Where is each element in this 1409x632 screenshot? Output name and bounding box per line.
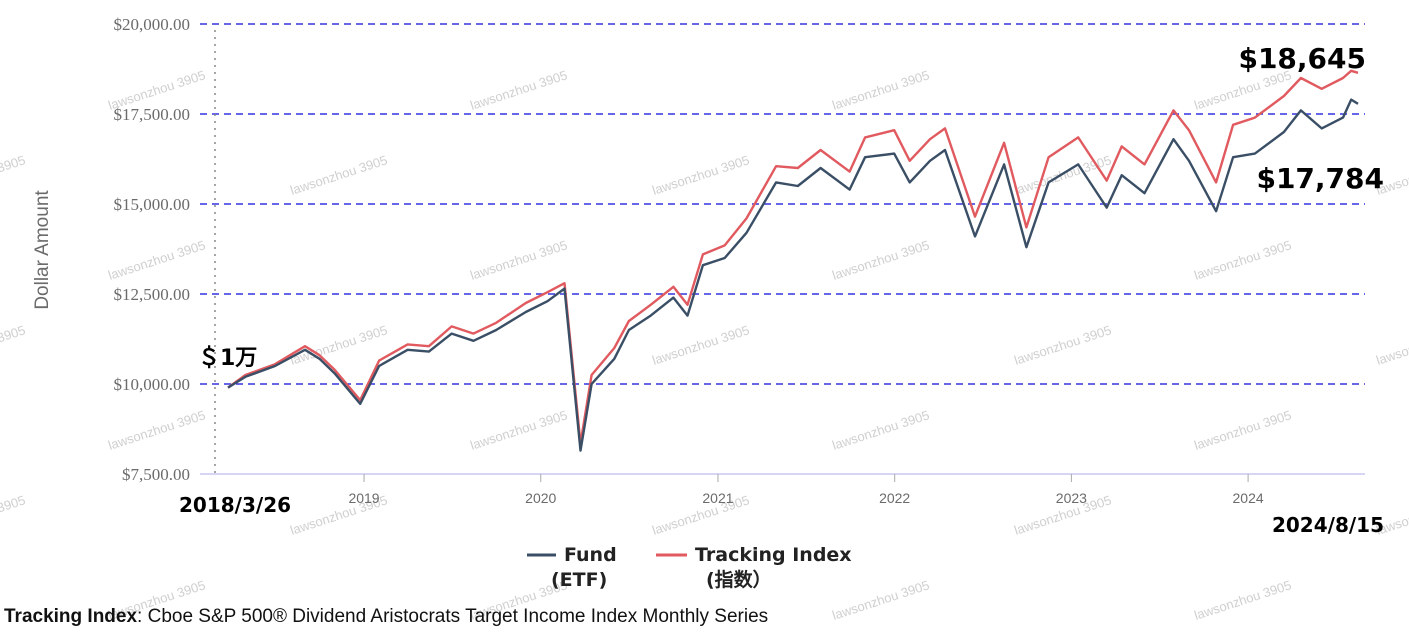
x-tick-label: 2022 bbox=[879, 490, 910, 506]
watermark-text: lawsonzhou 3905 bbox=[0, 492, 27, 538]
watermark-text: lawsonzhou 3905 bbox=[468, 237, 569, 283]
watermark-text: lawsonzhou 3905 bbox=[830, 67, 931, 113]
y-axis-label: Dollar Amount bbox=[32, 190, 53, 310]
fund-end-value-annotation: $17,784 bbox=[1256, 162, 1384, 195]
y-tick-label: $7,500.00 bbox=[122, 465, 190, 484]
legend-index-label: Tracking Index bbox=[695, 544, 852, 566]
x-tick-label: 2021 bbox=[702, 490, 733, 506]
y-tick-label: $12,500.00 bbox=[114, 285, 191, 304]
x-tick-label: 2024 bbox=[1233, 490, 1264, 506]
start-date-annotation: 2018/3/26 bbox=[179, 493, 291, 517]
watermark-text: lawsonzhou 3905 bbox=[288, 322, 389, 368]
watermark-text: lawsonzhou 3905 bbox=[468, 407, 569, 453]
y-tick-label: $17,500.00 bbox=[114, 105, 191, 124]
watermark-text: lawsonzhou 3905 bbox=[650, 492, 751, 538]
x-tick-label: 2019 bbox=[348, 490, 379, 506]
watermark-text: lawsonzhou 3905 bbox=[468, 67, 569, 113]
watermark-text: lawsonzhou 3905 bbox=[1012, 322, 1113, 368]
y-tick-labels: $20,000.00 $17,500.00 $15,000.00 $12,500.00… bbox=[114, 15, 191, 484]
x-tick-labels: 2019 2020 2021 2022 2023 2024 bbox=[348, 474, 1264, 506]
end-date-annotation: 2024/8/15 bbox=[1272, 513, 1384, 537]
y-tick-label: $15,000.00 bbox=[114, 195, 191, 214]
tracking-index-series-line bbox=[227, 69, 1359, 445]
watermark-text: lawsonzhou 3905 bbox=[1192, 407, 1293, 453]
watermark-text: lawsonzhou 3905 bbox=[0, 322, 27, 368]
watermark-text: lawsonzhou 3905 bbox=[1192, 237, 1293, 283]
start-value-annotation: ＄1万 bbox=[198, 345, 257, 371]
legend-index-sublabel: (指数） bbox=[706, 568, 772, 591]
watermark-text: lawsonzhou 3905 bbox=[830, 237, 931, 283]
x-tick-label: 2023 bbox=[1056, 490, 1087, 506]
watermark-text: lawsonzhou 3905 bbox=[650, 322, 751, 368]
legend-fund-sublabel: (ETF) bbox=[551, 569, 607, 591]
legend: Fund (ETF) Tracking Index (指数） bbox=[527, 544, 852, 591]
watermark-text: lawsonzhou 3905 bbox=[1374, 322, 1409, 368]
watermark-text: lawsonzhou 3905 bbox=[0, 152, 27, 198]
watermark-text: lawsonzhou 3905 bbox=[288, 152, 389, 198]
watermark-text: lawsonzhou 3905 bbox=[830, 407, 931, 453]
watermark-text: lawsonzhou 3905 bbox=[106, 407, 207, 453]
x-tick-label: 2020 bbox=[525, 490, 556, 506]
series-lines bbox=[227, 69, 1359, 452]
y-tick-label: $10,000.00 bbox=[114, 375, 191, 394]
grid-lines bbox=[200, 23, 1365, 475]
footnote-label: Tracking Index bbox=[4, 606, 138, 627]
watermark-text: lawsonzhou 3905 bbox=[830, 577, 931, 623]
footnote: Tracking Index: Cboe S&P 500® Dividend A… bbox=[4, 606, 768, 628]
legend-fund-label: Fund bbox=[564, 544, 617, 566]
index-end-value-annotation: $18,645 bbox=[1238, 42, 1366, 75]
watermark-text: lawsonzhou 3905 bbox=[1192, 577, 1293, 623]
watermark-text: lawsonzhou 3905 bbox=[650, 152, 751, 198]
y-tick-label: $20,000.00 bbox=[114, 15, 191, 34]
fund-series-line bbox=[227, 98, 1359, 452]
footnote-text: : Cboe S&P 500® Dividend Aristocrats Tar… bbox=[137, 606, 769, 627]
watermark-text: lawsonzhou 3905 bbox=[106, 237, 207, 283]
